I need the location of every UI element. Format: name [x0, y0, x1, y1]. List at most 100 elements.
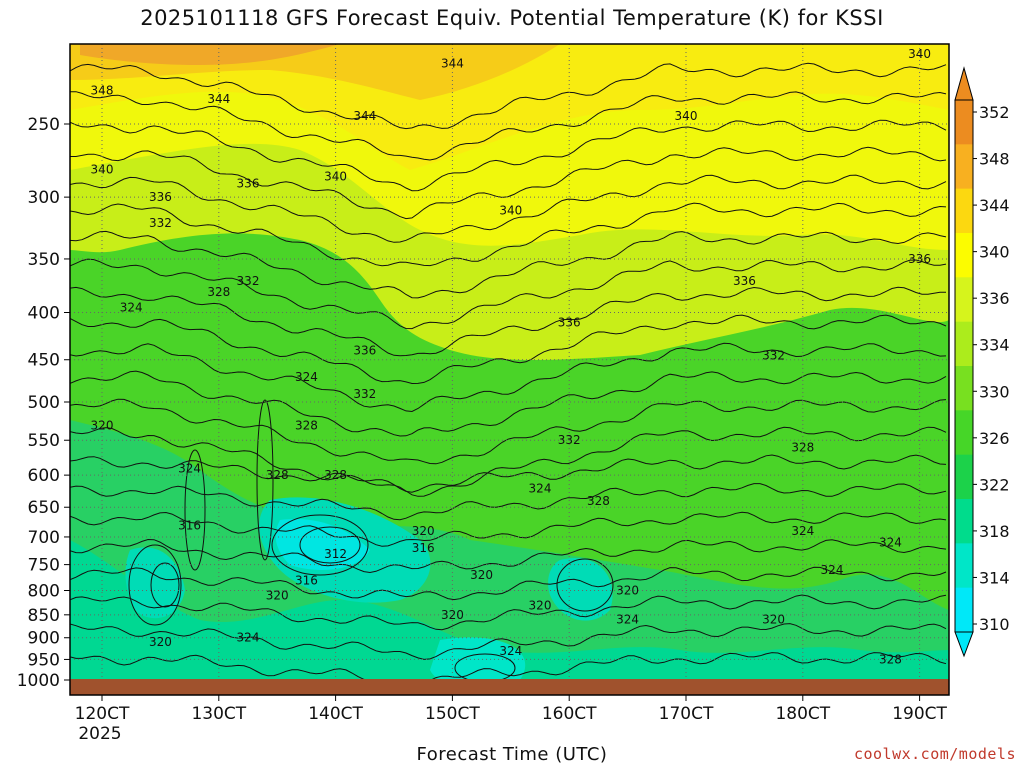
plot-frame [69, 43, 950, 696]
contour-label: 344 [441, 57, 464, 71]
field-bands [70, 44, 949, 695]
colorbar-segment [955, 410, 973, 456]
contour-label: 340 [908, 47, 931, 61]
band-cool-1 [70, 540, 949, 695]
contour-label: 340 [324, 170, 347, 184]
colorbar-tick-label: 310 [979, 615, 1010, 634]
colorbar-tick-label: 352 [979, 103, 1010, 122]
x-tick-label: 160CT [542, 704, 597, 724]
contour-label: 320 [616, 584, 639, 598]
contour-label: 316 [412, 541, 435, 555]
y-tick-label: 900 [28, 629, 60, 649]
colorbar-tick-label: 340 [979, 243, 1010, 262]
contour-label: 324 [791, 524, 814, 538]
contour-line-7 [70, 258, 947, 330]
contour-label: 336 [733, 274, 756, 288]
contour-line-5 [70, 202, 947, 267]
contour-cell-2 [128, 544, 182, 626]
contour-line-18 [70, 566, 947, 601]
colorbar-segment [955, 543, 973, 589]
contour-line-20 [70, 623, 947, 660]
contour-label: 336 [908, 252, 931, 266]
y-tick-label: 400 [28, 304, 60, 324]
contour-label: 332 [762, 348, 785, 362]
colorbar-segment [955, 366, 973, 411]
contour-label: 320 [91, 418, 114, 432]
contour-label: 328 [879, 652, 902, 666]
contour-line-16 [70, 511, 947, 547]
contour-label: 332 [237, 274, 260, 288]
contour-cell-1 [299, 526, 361, 564]
contour-label: 320 [470, 568, 493, 582]
contour-label: 340 [91, 162, 114, 176]
colorbar-segment [955, 188, 973, 234]
y-tick-label: 600 [28, 466, 60, 486]
colorbar-tick-label: 326 [979, 429, 1010, 448]
y-tick-label: 450 [28, 351, 60, 371]
y-tick-label: 750 [28, 556, 60, 576]
contour-label: 320 [762, 613, 785, 627]
contour-label: 336 [149, 190, 172, 204]
chart-title: 2025101118 GFS Forecast Equiv. Potential… [140, 6, 884, 30]
contour-label: 324 [178, 461, 201, 475]
contour-cell-3 [150, 562, 180, 608]
y-tick-label: 800 [28, 582, 60, 602]
contour-line-13 [70, 426, 947, 497]
contour-label: 332 [149, 216, 172, 230]
contour-cell-6 [184, 449, 206, 571]
contour-label: 336 [558, 315, 581, 329]
contour-line-1 [70, 91, 947, 161]
colorbar-tick-label: 322 [979, 475, 1010, 494]
x-tick-label: 120CT [75, 704, 130, 724]
colorbar-segment [955, 454, 973, 500]
contour-cell-0 [271, 514, 369, 576]
contour-label: 340 [675, 109, 698, 123]
contour-label: 332 [558, 433, 581, 447]
colorbar-tick-label: 344 [979, 196, 1010, 215]
x-tick-label: 190CT [892, 704, 947, 724]
contour-label: 328 [791, 440, 814, 454]
colorbar-segment [955, 321, 973, 367]
contour-label: 320 [441, 608, 464, 622]
x-axis-label: Forecast Time (UTC) [416, 744, 608, 765]
contour-label: 324 [295, 370, 318, 384]
contour-line-3 [70, 146, 947, 220]
contour-label: 344 [207, 92, 230, 106]
contour-label: 316 [178, 518, 201, 532]
ground-surface [70, 679, 949, 695]
contour-line-19 [70, 594, 947, 631]
contour-label: 320 [266, 588, 289, 602]
contour-label: 336 [353, 344, 376, 358]
colorbar-segment [955, 233, 973, 278]
y-tick-label: 950 [28, 650, 60, 670]
y-tick-label: 550 [28, 431, 60, 451]
contour-label: 324 [529, 481, 552, 495]
contour-line-6 [70, 230, 947, 299]
band-356 [80, 44, 340, 65]
x-tick-year: 2025 [78, 724, 121, 744]
contour-label: 340 [499, 203, 522, 217]
credit-text: coolwx.com/models [853, 745, 1016, 763]
y-tick-label: 650 [28, 498, 60, 518]
contour-label: 312 [324, 547, 347, 561]
y-tick-label: 300 [28, 188, 60, 208]
colorbar-tick-label: 314 [979, 568, 1010, 587]
contour-line-2 [70, 119, 947, 192]
y-tick-label: 700 [28, 528, 60, 548]
contour-label: 348 [91, 84, 114, 98]
y-tick-label: 350 [28, 250, 60, 270]
contour-label: 324 [821, 563, 844, 577]
contour-line-11 [70, 370, 947, 437]
contour-line-8 [70, 286, 946, 357]
theta-e-field [70, 44, 949, 695]
contour-label: 336 [237, 177, 260, 191]
contour-label: 328 [266, 468, 289, 482]
y-tick-label: 500 [28, 393, 60, 413]
contour-line-10 [70, 342, 947, 413]
colorbar-segment [955, 144, 973, 190]
x-tick-label: 150CT [425, 704, 480, 724]
contour-label: 328 [295, 418, 318, 432]
contour-lines [70, 62, 947, 690]
y-tick-label: 1000 [17, 671, 60, 691]
